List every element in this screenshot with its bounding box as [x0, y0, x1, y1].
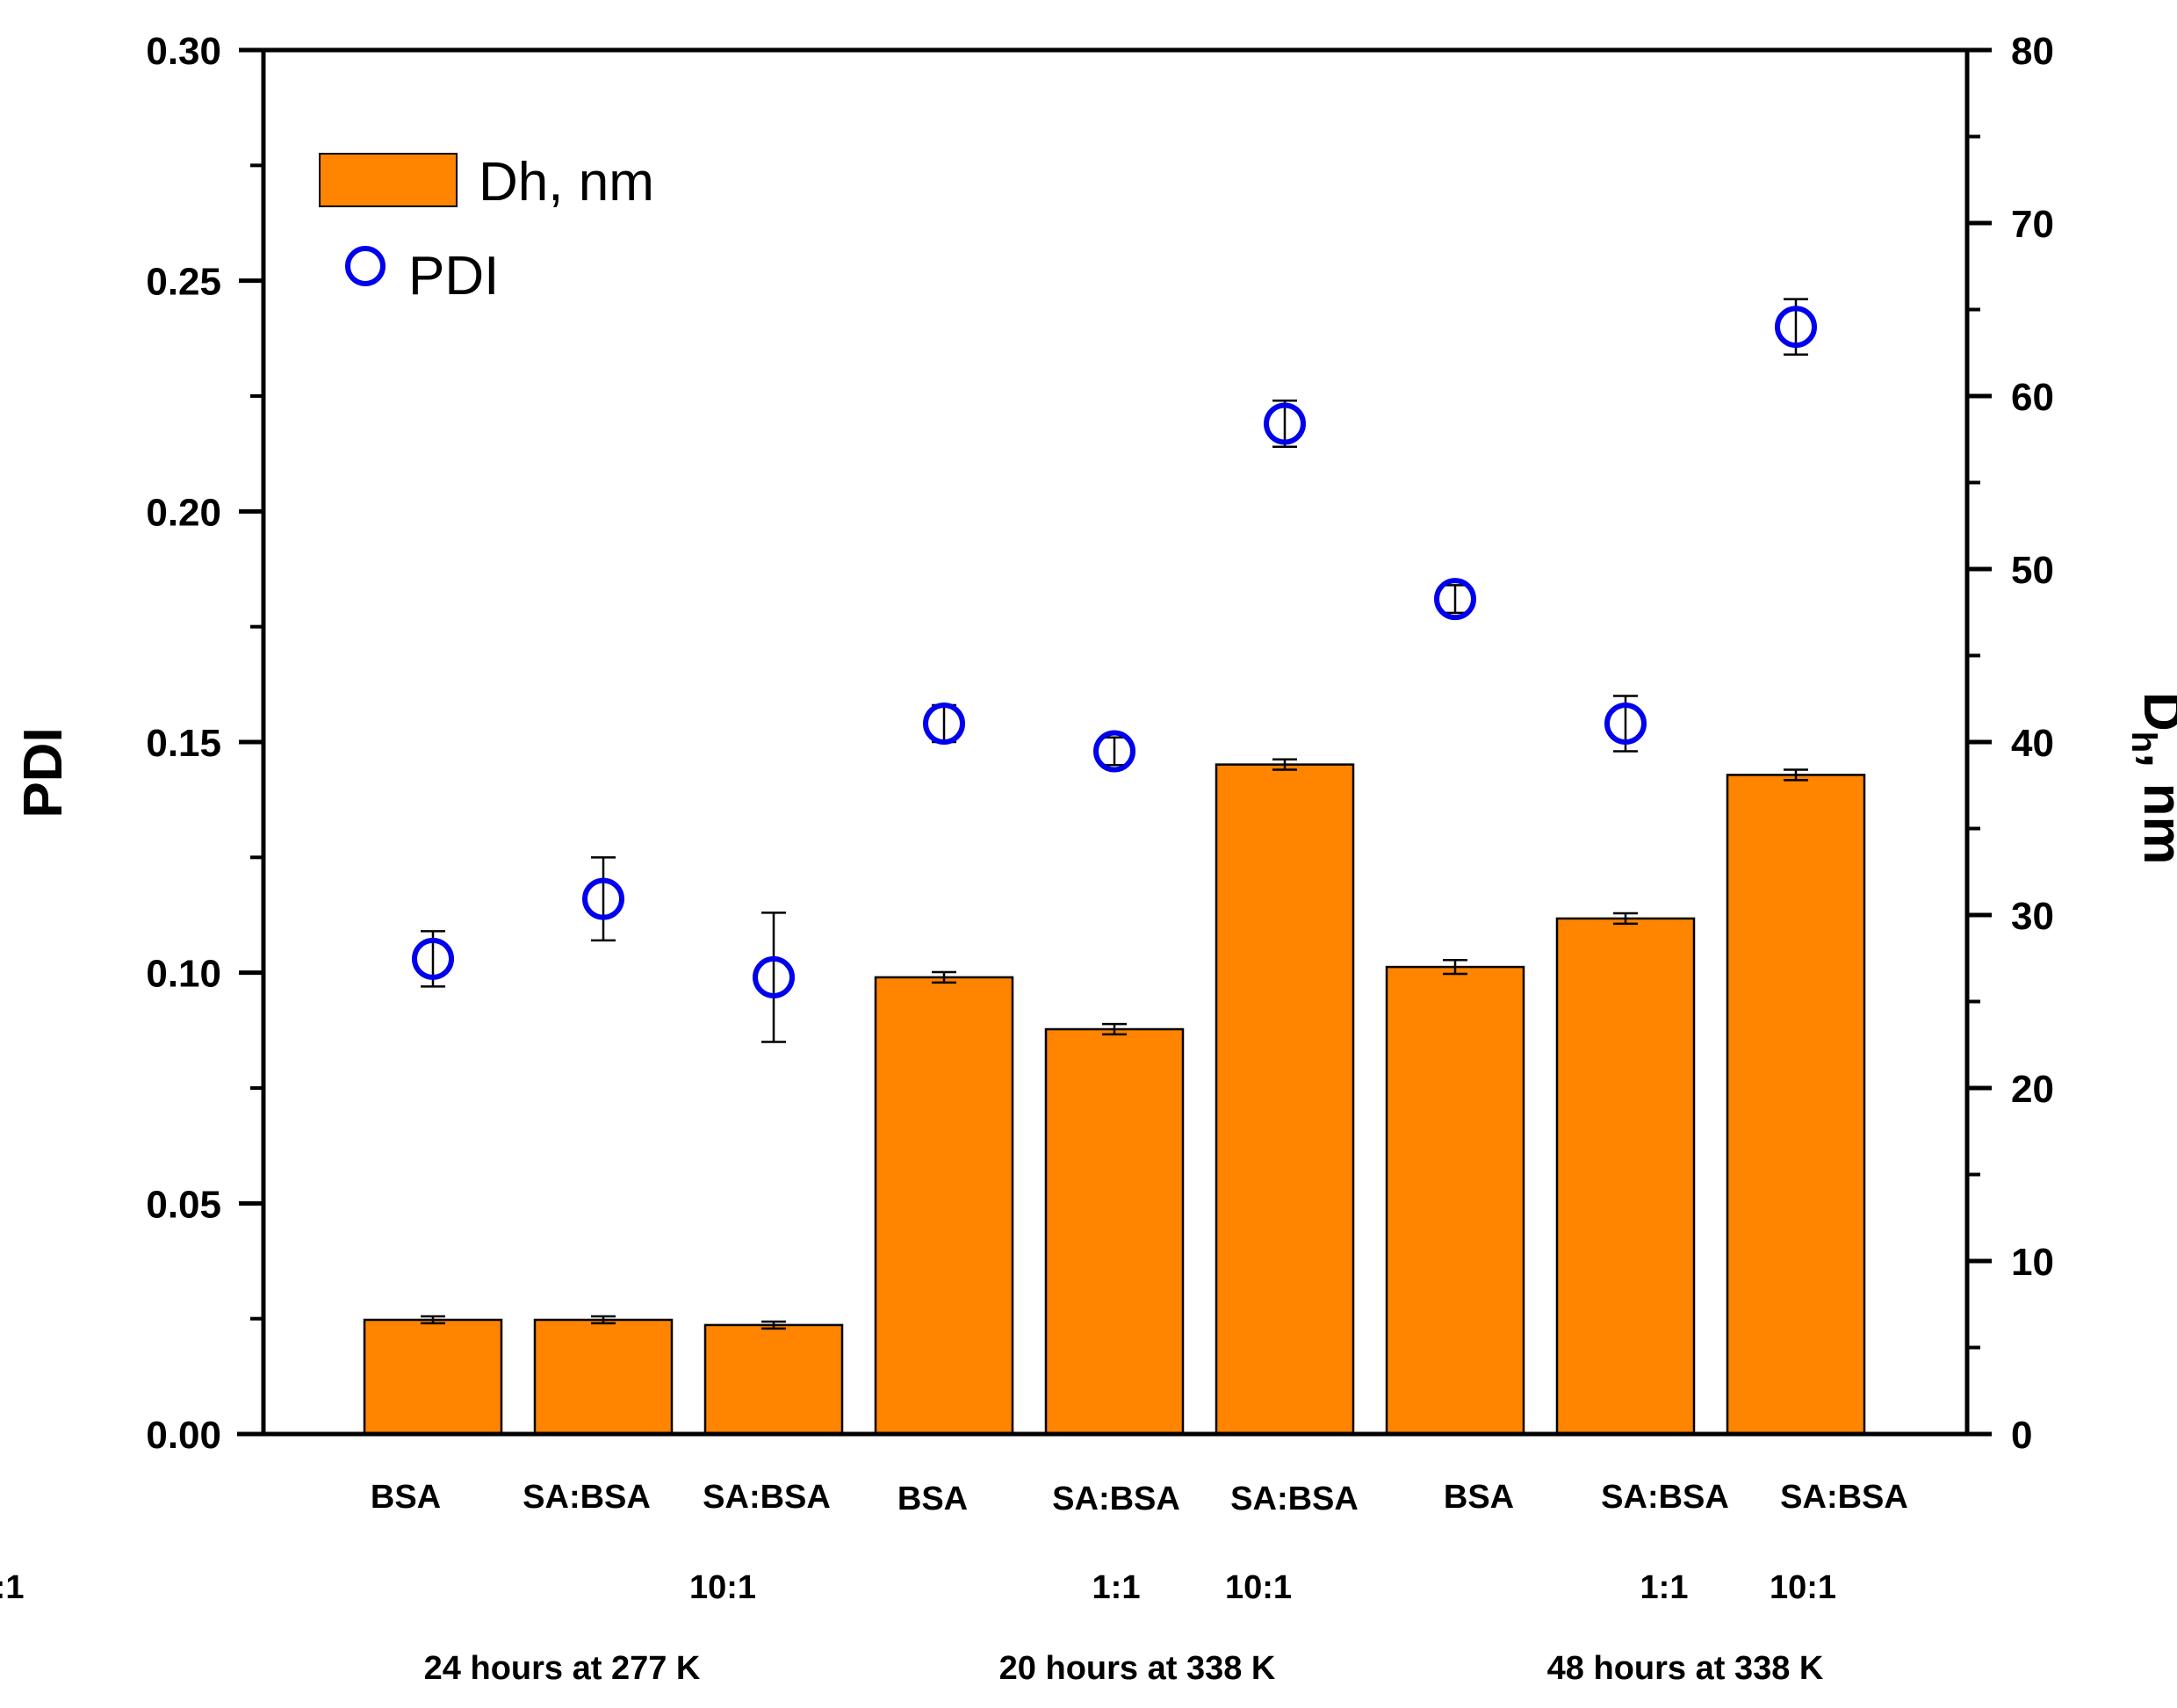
y-tick-label: 0.20	[146, 491, 221, 534]
legend-bar-swatch	[319, 153, 458, 207]
pdi-point	[1264, 402, 1306, 445]
y2-axis-title-sub: h	[2124, 731, 2163, 753]
category-label-line1: SA:BSA	[523, 1479, 651, 1516]
y-tick-label: 0.25	[146, 261, 221, 304]
dh-bar	[1385, 965, 1525, 1436]
y-tick-label: 0.05	[146, 1183, 221, 1226]
y2-tick-label: 70	[2011, 203, 2054, 246]
legend-pdi-marker	[345, 246, 386, 286]
group-label: 24 hours at 277 K	[424, 1650, 701, 1687]
dh-bar	[1726, 774, 1866, 1436]
y2-axis-title-main: D	[2132, 692, 2177, 731]
category-label-line1: SA:BSA	[1601, 1479, 1729, 1516]
pdi-point	[753, 955, 795, 998]
category-label-line1: BSA	[1444, 1479, 1514, 1516]
pdi-point	[1604, 702, 1647, 745]
dh-bar	[703, 1323, 844, 1436]
category-label-line1: SA:BSA	[703, 1479, 831, 1516]
y-tick-label: 0.10	[146, 953, 221, 996]
legend-pdi-label: PDI	[408, 246, 499, 306]
category-label-line1: SA:BSA	[1780, 1479, 1908, 1516]
pdi-point	[1434, 578, 1476, 621]
category-label-line2: 10:1	[1225, 1569, 1292, 1606]
y2-tick-label: 0	[2011, 1414, 2032, 1457]
y2-tick-label: 10	[2011, 1241, 2054, 1284]
y-tick-label: 0.00	[146, 1414, 221, 1457]
category-label-line1: BSA	[371, 1479, 441, 1516]
category-label-line1: SA:BSA	[1052, 1481, 1180, 1517]
legend: Dh, nm PDI	[319, 152, 654, 306]
category-label-line2: 10:1	[1770, 1569, 1836, 1606]
pdi-point	[1775, 306, 1817, 349]
category-label-line1: BSA	[897, 1481, 968, 1517]
category-label-line2: 1:1	[0, 1569, 24, 1606]
y-tick-label: 0.30	[146, 30, 221, 73]
pdi-layer	[412, 298, 1817, 1043]
category-labels: BSA SA:BSA 1:1 SA:BSA 10:1 BSA SA:BSA 1:1 SA:BSA…	[0, 1479, 1908, 1687]
dh-bar	[874, 976, 1014, 1436]
dh-bar	[1044, 1027, 1185, 1436]
group-label: 48 hours at 338 K	[1547, 1650, 1824, 1687]
pdi-point	[582, 877, 624, 920]
dh-bar	[363, 1318, 503, 1436]
pdi-point	[923, 702, 965, 745]
bars-layer	[363, 758, 1866, 1436]
category-label-line1: SA:BSA	[1230, 1481, 1359, 1517]
pdi-point	[412, 937, 454, 980]
y2-tick-label: 40	[2011, 722, 2054, 765]
y-axis-title: PDI	[13, 727, 74, 818]
dh-bar	[533, 1318, 674, 1436]
legend-bar-label: Dh, nm	[479, 152, 654, 213]
y-tick-label: 0.15	[146, 722, 221, 765]
category-label-line2: 1:1	[1640, 1569, 1689, 1606]
y2-tick-label: 50	[2011, 549, 2054, 592]
group-label: 20 hours at 338 K	[999, 1650, 1276, 1687]
y2-axis-title: Dh, nm	[2124, 692, 2177, 865]
dh-bar	[1215, 763, 1355, 1436]
y2-tick-label: 30	[2011, 895, 2054, 938]
category-label-line2: 10:1	[689, 1569, 756, 1606]
ticks-layer: 0.00 0.05 0.10 0.15 0.20 0.25 0.30 0 10 20 30 40 50 6…	[146, 30, 2054, 1457]
y2-tick-label: 80	[2011, 30, 2054, 73]
y2-tick-label: 60	[2011, 376, 2054, 419]
y2-tick-label: 20	[2011, 1068, 2054, 1111]
y2-axis-title-rest: , nm	[2132, 753, 2177, 864]
pdi-point	[1093, 730, 1135, 773]
category-label-line2: 1:1	[1092, 1569, 1141, 1606]
dh-bar	[1555, 917, 1696, 1436]
